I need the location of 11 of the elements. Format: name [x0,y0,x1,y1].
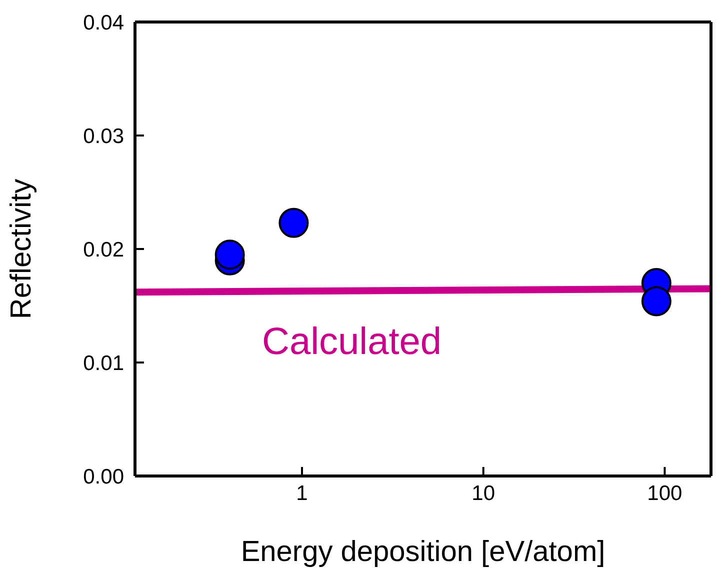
y-tick-label: 0.04 [83,11,124,34]
y-tick-label: 0.00 [83,465,124,488]
x-tick-label: 10 [472,482,496,505]
y-tick-label: 0.03 [83,124,124,148]
y-tick-label: 0.01 [83,352,124,375]
annotation: Calculated [262,320,442,364]
y-axis-title: Reflectivity [5,178,38,320]
x-tick-label: 100 [647,482,682,505]
x-tick-label: 1 [296,482,308,505]
x-axis-title: Energy deposition [eV/atom] [240,536,606,568]
y-tick-label: 0.02 [83,238,124,262]
